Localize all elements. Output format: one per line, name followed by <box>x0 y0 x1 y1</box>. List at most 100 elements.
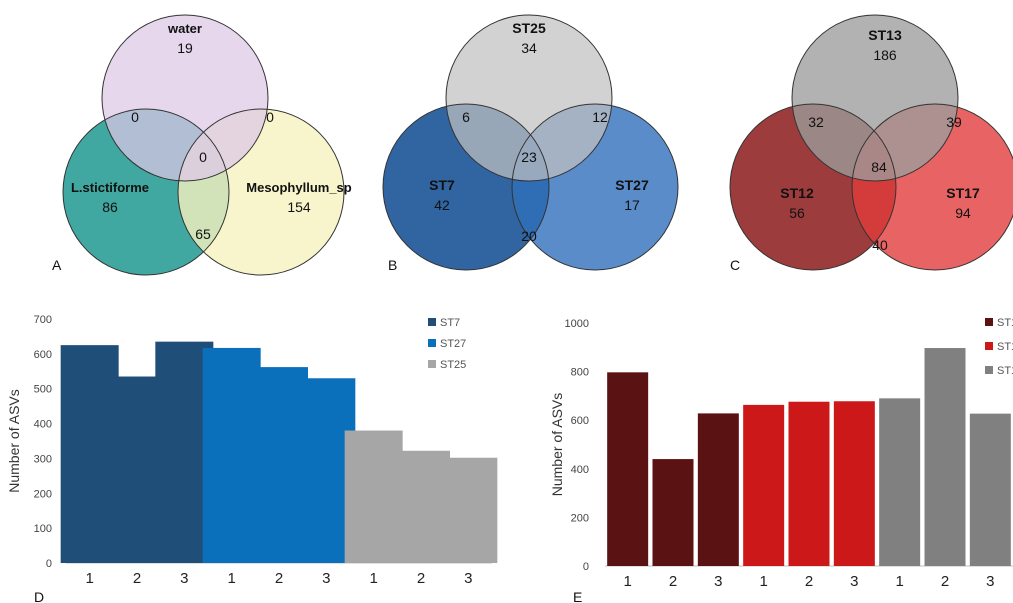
venn-intersection-count: 6 <box>462 109 470 125</box>
bar <box>924 348 966 566</box>
venn-set-label: ST17 <box>946 185 980 201</box>
legend-label: ST25 <box>440 359 466 371</box>
bar <box>652 459 694 566</box>
venn-outline <box>729 103 897 271</box>
panel-label-b: B <box>388 257 397 273</box>
y-tick-label: 700 <box>34 314 52 326</box>
legend-label: ST1 <box>997 317 1013 329</box>
bar-chart-e: 0 200 400 600 800 1000 1 2 3 1 2 3 1 2 3 Number of ASVs… <box>549 317 1013 603</box>
venn-unique-count: 94 <box>955 205 971 221</box>
bar <box>969 413 1011 566</box>
bar <box>439 457 498 563</box>
venn-diagram-b: ST25 34 ST7 42 ST27 17 6 12 20 23 B <box>382 14 679 273</box>
y-tick-label: 0 <box>583 561 589 573</box>
bar <box>743 404 785 566</box>
panel-label-d: D <box>34 589 44 603</box>
x-tick-label: 1 <box>369 570 377 587</box>
venn-intersection-count: 39 <box>946 114 962 130</box>
bar-chart-d: 0 100 200 300 400 500 600 700 1 2 3 1 2 3 1 2 3 Number of… <box>6 314 498 603</box>
bar <box>607 372 649 566</box>
x-tick-label: 2 <box>417 570 425 587</box>
legend-swatch <box>985 342 993 350</box>
venn-intersection-count: 84 <box>871 159 887 175</box>
venn-unique-count: 19 <box>177 40 193 56</box>
x-tick-label: 3 <box>322 570 330 587</box>
venn-diagram-a: water 19 L.stictiforme 86 Mesophyllum_sp 154 0… <box>52 14 352 276</box>
legend-swatch <box>428 318 436 326</box>
venn-circle-st13 <box>792 15 958 181</box>
legend-label: ST1 <box>997 365 1013 377</box>
venn-intersection-count: 0 <box>199 149 207 165</box>
venn-circle-water <box>102 15 268 181</box>
bar <box>879 398 921 566</box>
y-tick-label: 600 <box>34 349 52 361</box>
panel-label-c: C <box>730 257 740 273</box>
venn-unique-count: 17 <box>624 197 640 213</box>
legend-label: ST7 <box>440 317 460 329</box>
venn-unique-count: 42 <box>434 197 450 213</box>
x-tick-label: 1 <box>85 570 93 587</box>
venn-outline <box>101 14 269 182</box>
venn-intersection-count: 0 <box>266 109 274 125</box>
venn-intersection-count: 0 <box>131 109 139 125</box>
venn-intersection-count: 40 <box>872 237 888 253</box>
legend-swatch <box>428 339 436 347</box>
panel-label-a: A <box>52 257 62 273</box>
venn-intersection-count: 65 <box>195 226 211 242</box>
venn-outline <box>62 108 230 276</box>
venn-unique-count: 186 <box>873 47 897 63</box>
panel-label-e: E <box>573 589 582 603</box>
bar <box>833 401 875 566</box>
y-axis-label: Number of ASVs <box>549 393 565 497</box>
x-tick-label: 3 <box>714 573 722 590</box>
venn-diagram-c: ST13 186 ST12 56 ST17 94 32 39 40 84 C <box>729 14 1013 273</box>
y-tick-label: 200 <box>571 512 589 524</box>
venn-unique-count: 56 <box>789 205 805 221</box>
legend-label: ST1 <box>997 341 1013 353</box>
venn-set-label: L.stictiforme <box>71 180 149 195</box>
x-tick-label: 2 <box>275 570 283 587</box>
y-tick-label: 300 <box>34 453 52 465</box>
venn-circle-st25 <box>446 15 612 181</box>
venn-outline <box>791 14 959 182</box>
bar <box>788 401 830 566</box>
y-axis-label: Number of ASVs <box>6 389 22 493</box>
venn-set-label: Mesophyllum_sp <box>246 180 352 195</box>
venn-set-label: ST12 <box>780 185 814 201</box>
venn-outline <box>382 103 550 271</box>
x-tick-label: 3 <box>180 570 188 587</box>
y-tick-label: 600 <box>571 415 589 427</box>
venn-outline <box>445 14 613 182</box>
bar <box>697 413 739 566</box>
x-tick-label: 2 <box>805 573 813 590</box>
y-tick-label: 0 <box>46 558 52 570</box>
y-tick-label: 100 <box>34 523 52 535</box>
venn-set-label: ST27 <box>615 177 649 193</box>
y-tick-label: 200 <box>34 488 52 500</box>
venn-intersection-count: 32 <box>808 114 824 130</box>
venn-intersection-count: 12 <box>592 109 608 125</box>
venn-intersection-count: 23 <box>521 149 537 165</box>
x-tick-label: 1 <box>759 573 767 590</box>
x-tick-label: 2 <box>941 573 949 590</box>
legend-swatch <box>985 318 993 326</box>
x-tick-label: 1 <box>895 573 903 590</box>
x-tick-label: 2 <box>133 570 141 587</box>
x-tick-label: 2 <box>669 573 677 590</box>
x-tick-label: 3 <box>986 573 994 590</box>
venn-set-label: ST13 <box>868 27 902 43</box>
y-tick-label: 400 <box>34 419 52 431</box>
y-tick-label: 1000 <box>565 318 589 330</box>
legend-swatch <box>428 360 436 368</box>
venn-outline <box>511 103 679 271</box>
legend-swatch <box>985 366 993 374</box>
venn-set-label: ST7 <box>429 177 455 193</box>
x-tick-label: 3 <box>850 573 858 590</box>
x-tick-label: 1 <box>623 573 631 590</box>
venn-intersection-count: 20 <box>521 228 537 244</box>
venn-set-label: water <box>167 21 202 36</box>
x-tick-label: 1 <box>227 570 235 587</box>
venn-set-label: ST25 <box>512 20 546 36</box>
y-tick-label: 400 <box>571 464 589 476</box>
